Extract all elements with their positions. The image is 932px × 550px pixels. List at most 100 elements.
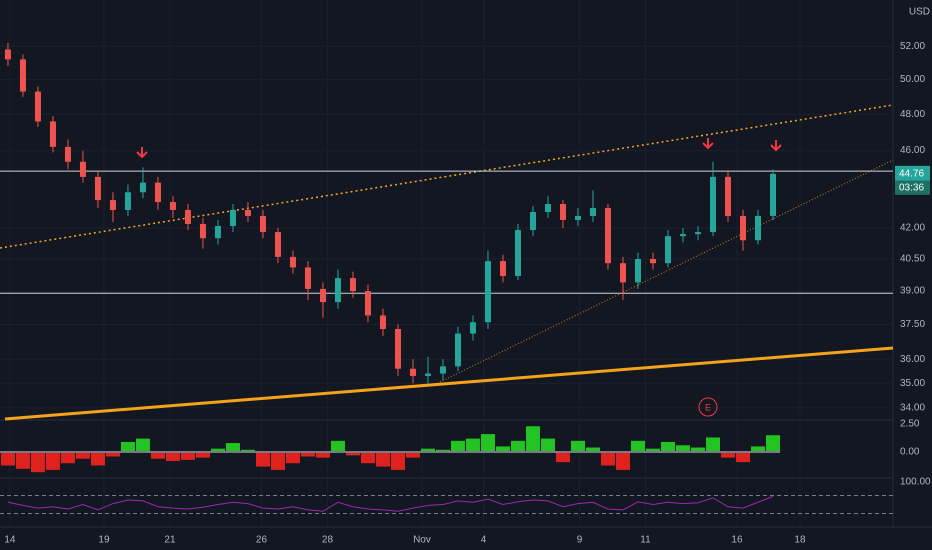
histogram-bar bbox=[15, 452, 30, 469]
histogram-bar bbox=[750, 446, 765, 453]
candle-body bbox=[514, 230, 521, 276]
x-tick-label: 9 bbox=[577, 535, 583, 546]
y-tick-label: 40.50 bbox=[900, 254, 925, 265]
histogram-bar bbox=[210, 448, 225, 453]
candle-body bbox=[379, 315, 386, 330]
earnings-label: E bbox=[705, 402, 711, 412]
price-label-box bbox=[895, 165, 930, 181]
candle-body bbox=[364, 291, 371, 316]
candle-body bbox=[439, 366, 446, 374]
candle-body bbox=[649, 258, 656, 264]
histogram-bar bbox=[480, 434, 495, 453]
candle-body bbox=[4, 49, 11, 60]
x-tick-label: 18 bbox=[794, 535, 806, 546]
trendlines bbox=[0, 104, 894, 421]
candle-body bbox=[34, 91, 41, 122]
histogram-bar bbox=[300, 452, 315, 457]
earnings-marker bbox=[698, 397, 718, 417]
candle-body bbox=[484, 261, 491, 323]
histogram-bar bbox=[255, 452, 270, 467]
histogram-bar bbox=[120, 441, 135, 453]
candle-body bbox=[454, 333, 461, 367]
histogram-bar bbox=[45, 452, 60, 470]
candle-body bbox=[79, 161, 86, 177]
histogram-bar bbox=[450, 440, 465, 453]
histogram-bar bbox=[675, 445, 690, 453]
candle-body bbox=[469, 322, 476, 334]
arrow bbox=[136, 147, 148, 159]
candle-body bbox=[94, 176, 101, 201]
candle-body bbox=[229, 209, 236, 226]
histogram-bar bbox=[60, 452, 75, 464]
y-tick-label: 42.00 bbox=[900, 223, 925, 234]
countdown: 03:36 bbox=[899, 182, 924, 193]
candle-body bbox=[724, 176, 731, 216]
candle-body bbox=[199, 223, 206, 239]
candle-body bbox=[679, 234, 686, 237]
histogram-bar bbox=[735, 452, 750, 463]
histogram-bar bbox=[600, 452, 615, 466]
x-tick-label: 21 bbox=[164, 535, 176, 546]
histogram-bar bbox=[660, 441, 675, 453]
candle-body bbox=[754, 215, 761, 241]
candle-body bbox=[589, 207, 596, 216]
candle-body bbox=[124, 192, 131, 210]
trendline bbox=[439, 159, 894, 383]
candle-body bbox=[694, 232, 701, 235]
histogram-bar bbox=[540, 438, 555, 453]
y-tick-label: 48.00 bbox=[900, 109, 925, 120]
candle-body bbox=[139, 182, 146, 193]
y-tick-label: 39.00 bbox=[900, 286, 925, 297]
oscillator-line bbox=[7, 495, 774, 512]
candle-body bbox=[619, 263, 626, 283]
histogram-bar bbox=[270, 452, 285, 470]
y-tick-label: 46.00 bbox=[900, 145, 925, 156]
histogram-bar bbox=[570, 440, 585, 453]
histogram-bar bbox=[435, 449, 450, 453]
y-tick-label: 0.00 bbox=[900, 447, 920, 458]
candle-body bbox=[559, 204, 566, 220]
candle-body bbox=[499, 261, 506, 276]
histogram-bar bbox=[0, 452, 15, 466]
candle-body bbox=[169, 202, 176, 210]
histogram-bar bbox=[495, 446, 510, 453]
histogram-bar bbox=[525, 426, 540, 453]
candle-body bbox=[319, 288, 326, 303]
countdown-box bbox=[895, 180, 930, 195]
histogram-bar bbox=[615, 452, 630, 470]
y-tick-label: 36.00 bbox=[900, 354, 925, 365]
histogram-bar bbox=[720, 452, 735, 458]
histogram-bar bbox=[645, 448, 660, 453]
candle-body bbox=[64, 146, 71, 162]
y-tick-label: 34.00 bbox=[900, 403, 925, 414]
histogram-bar bbox=[165, 452, 180, 461]
histogram-bar bbox=[240, 449, 255, 453]
candle-body bbox=[394, 329, 401, 369]
candle-body bbox=[409, 368, 416, 376]
x-tick-label: 4 bbox=[481, 535, 487, 546]
histogram-bar bbox=[345, 452, 360, 456]
candle-body bbox=[424, 373, 431, 376]
y-tick-label: 2.50 bbox=[900, 419, 920, 430]
candle-body bbox=[634, 258, 641, 283]
histogram-bar bbox=[765, 435, 780, 453]
candle-body bbox=[574, 215, 581, 220]
candle-body bbox=[49, 121, 56, 147]
candle-body bbox=[304, 267, 311, 289]
price-label: 44.76 bbox=[899, 168, 924, 179]
histogram-bar bbox=[375, 452, 390, 467]
arrow bbox=[770, 140, 782, 152]
histogram-bar bbox=[585, 447, 600, 453]
histogram-bar bbox=[705, 437, 720, 453]
candle-body bbox=[349, 278, 356, 292]
trendline bbox=[4, 346, 894, 421]
trendline bbox=[0, 104, 894, 249]
arrows bbox=[136, 138, 782, 159]
histogram-bar bbox=[135, 438, 150, 453]
histogram-bar bbox=[405, 452, 420, 458]
histogram-bar bbox=[315, 452, 330, 458]
histogram-bar bbox=[285, 452, 300, 464]
candle-body bbox=[109, 200, 116, 210]
candle-body bbox=[709, 176, 716, 233]
